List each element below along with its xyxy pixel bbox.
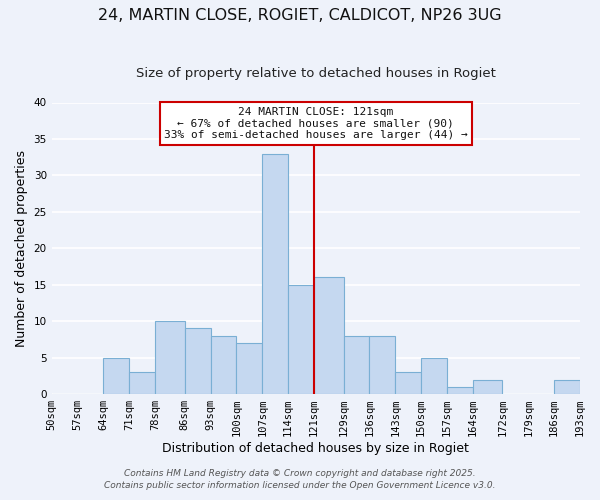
Text: 24, MARTIN CLOSE, ROGIET, CALDICOT, NP26 3UG: 24, MARTIN CLOSE, ROGIET, CALDICOT, NP26… (98, 8, 502, 22)
Bar (288, 284, 314, 394)
Bar (262, 154, 288, 394)
Bar (155, 321, 185, 394)
Text: 24 MARTIN CLOSE: 121sqm
← 67% of detached houses are smaller (90)
33% of semi-de: 24 MARTIN CLOSE: 121sqm ← 67% of detache… (164, 107, 468, 140)
Bar (103, 358, 129, 394)
Bar (314, 278, 344, 394)
Text: Contains HM Land Registry data © Crown copyright and database right 2025.
Contai: Contains HM Land Registry data © Crown c… (104, 469, 496, 490)
Bar (447, 387, 473, 394)
X-axis label: Distribution of detached houses by size in Rogiet: Distribution of detached houses by size … (163, 442, 469, 455)
Bar (395, 372, 421, 394)
Bar (421, 358, 447, 394)
Y-axis label: Number of detached properties: Number of detached properties (15, 150, 28, 347)
Bar (129, 372, 155, 394)
Bar (370, 336, 395, 394)
Bar (344, 336, 370, 394)
Bar (211, 336, 236, 394)
Bar (473, 380, 502, 394)
Bar (554, 380, 580, 394)
Bar (236, 343, 262, 394)
Title: Size of property relative to detached houses in Rogiet: Size of property relative to detached ho… (136, 68, 496, 80)
Bar (185, 328, 211, 394)
